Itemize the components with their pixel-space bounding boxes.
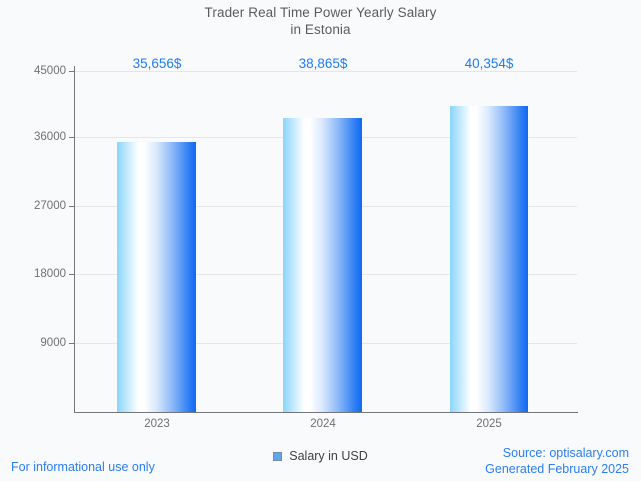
generated-date-text: Generated February 2025	[485, 462, 629, 476]
gridline-45000	[75, 71, 577, 72]
y-tick-mark-18000	[69, 274, 75, 275]
disclaimer-text: For informational use only	[11, 460, 155, 474]
x-tick-label-2023: 2023	[144, 418, 170, 430]
x-tick-label-2024: 2024	[310, 418, 336, 430]
bar-2025[interactable]	[450, 106, 528, 412]
source-block: Source: optisalary.com Generated Februar…	[485, 445, 629, 477]
chart-title: Trader Real Time Power Yearly Salary in …	[0, 4, 641, 38]
bar-2023[interactable]	[117, 142, 196, 412]
y-tick-label-9000: 9000	[40, 337, 66, 349]
chart-title-line-2: in Estonia	[290, 22, 351, 37]
chart-title-line-1: Trader Real Time Power Yearly Salary	[204, 5, 437, 20]
y-tick-label-36000: 36000	[34, 131, 66, 143]
x-tick-label-2025: 2025	[476, 418, 502, 430]
y-axis-line	[74, 66, 75, 413]
legend-item-label-salary-in-usd: Salary in USD	[289, 449, 368, 463]
source-text: Source: optisalary.com	[502, 446, 629, 460]
y-tick-label-27000: 27000	[34, 200, 66, 212]
plot-area	[75, 71, 577, 412]
y-tick-label-45000: 45000	[34, 65, 66, 77]
bar-value-2025: 40,354$	[464, 56, 514, 71]
y-tick-mark-27000	[69, 206, 75, 207]
square-swatch-icon	[273, 451, 283, 461]
bar-value-2024: 38,865$	[298, 56, 348, 71]
x-axis-line	[75, 412, 578, 413]
y-tick-mark-45000	[69, 71, 75, 72]
chart-legend: Salary in USD	[0, 449, 641, 463]
bar-2024[interactable]	[283, 118, 362, 412]
y-tick-label-18000: 18000	[34, 268, 66, 280]
y-tick-mark-36000	[69, 137, 75, 138]
y-tick-mark-9000	[69, 343, 75, 344]
bar-value-2023: 35,656$	[132, 56, 182, 71]
